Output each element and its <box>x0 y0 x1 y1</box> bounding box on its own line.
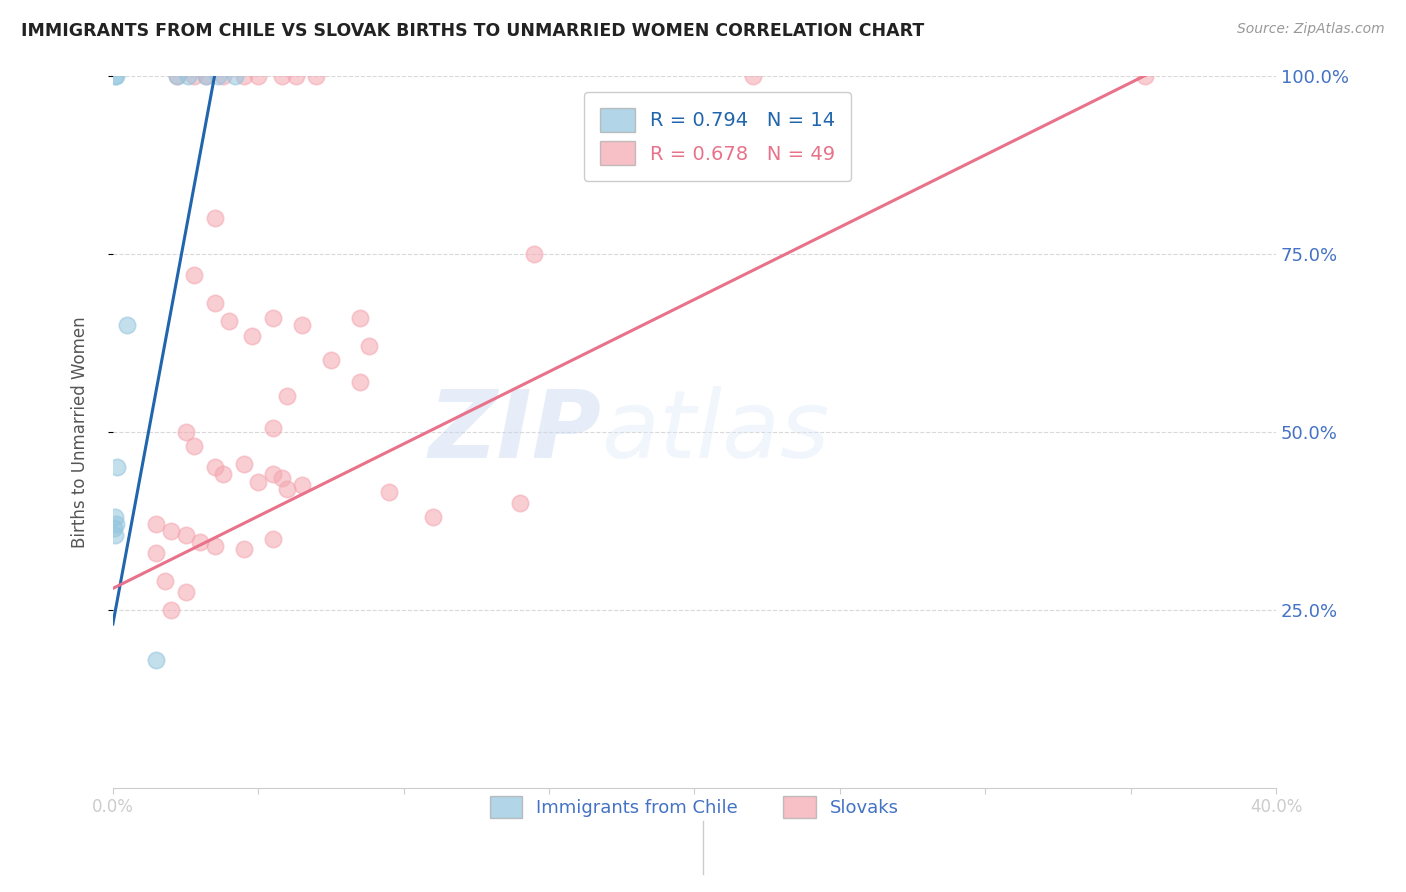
Point <box>523 246 546 260</box>
Point <box>212 69 235 83</box>
Point <box>247 475 270 489</box>
Point <box>305 69 328 83</box>
Point <box>224 69 246 83</box>
Point <box>291 478 314 492</box>
Point <box>117 318 139 332</box>
Point <box>291 318 314 332</box>
Point <box>183 69 205 83</box>
Point <box>349 375 371 389</box>
Point <box>509 496 531 510</box>
Point <box>145 653 167 667</box>
Point <box>270 69 292 83</box>
Point <box>166 69 188 83</box>
Point <box>166 69 188 83</box>
Point <box>232 69 254 83</box>
Point <box>741 69 763 83</box>
Point <box>378 485 401 500</box>
Point <box>160 603 183 617</box>
Point <box>232 457 254 471</box>
Point <box>218 314 240 328</box>
Point <box>262 532 284 546</box>
Point <box>247 69 270 83</box>
Point <box>232 542 254 557</box>
Point <box>105 460 128 475</box>
Point <box>105 69 128 83</box>
Text: atlas: atlas <box>602 386 830 477</box>
Point <box>194 69 217 83</box>
Point <box>357 339 380 353</box>
Point <box>183 439 205 453</box>
Point <box>183 268 205 282</box>
Point <box>319 353 342 368</box>
Point <box>204 539 226 553</box>
Point <box>177 69 200 83</box>
Point <box>194 69 217 83</box>
Point <box>276 482 298 496</box>
Text: IMMIGRANTS FROM CHILE VS SLOVAK BIRTHS TO UNMARRIED WOMEN CORRELATION CHART: IMMIGRANTS FROM CHILE VS SLOVAK BIRTHS T… <box>21 22 924 40</box>
Point <box>145 517 167 532</box>
Point <box>104 528 127 542</box>
Point <box>270 471 292 485</box>
Point <box>174 425 197 439</box>
Point <box>104 517 127 532</box>
Point <box>212 467 235 482</box>
Legend: Immigrants from Chile, Slovaks: Immigrants from Chile, Slovaks <box>482 789 907 825</box>
Point <box>242 328 264 343</box>
Point <box>174 585 197 599</box>
Point <box>349 310 371 325</box>
Point <box>204 460 226 475</box>
Y-axis label: Births to Unmarried Women: Births to Unmarried Women <box>72 316 89 548</box>
Point <box>104 69 127 83</box>
Point <box>207 69 229 83</box>
Point <box>262 467 284 482</box>
Point <box>145 546 167 560</box>
Point <box>276 389 298 403</box>
Text: Source: ZipAtlas.com: Source: ZipAtlas.com <box>1237 22 1385 37</box>
Point <box>204 296 226 310</box>
Point <box>174 528 197 542</box>
Point <box>422 510 444 524</box>
Point <box>285 69 308 83</box>
Point <box>1133 69 1156 83</box>
Point <box>160 524 183 539</box>
Point <box>204 211 226 225</box>
Point <box>103 521 125 535</box>
Point <box>153 574 176 589</box>
Point <box>188 535 211 549</box>
Point <box>262 421 284 435</box>
Point <box>104 510 127 524</box>
Point <box>262 310 284 325</box>
Text: ZIP: ZIP <box>429 385 602 478</box>
